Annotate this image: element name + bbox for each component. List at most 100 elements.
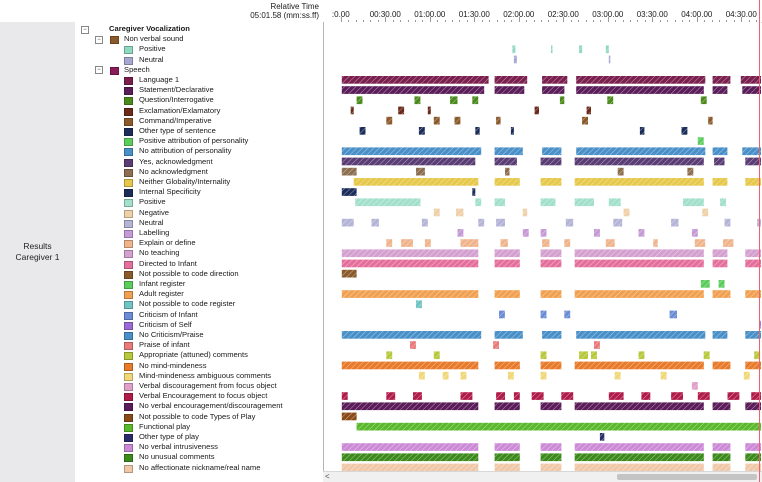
event-bar-texture [475, 127, 480, 135]
behavior-color-swatch [124, 301, 133, 310]
behavior-row[interactable]: No unusual comments [75, 452, 323, 463]
behavior-row[interactable]: Positive [75, 44, 323, 55]
behavior-row[interactable]: Appropriate (attuned) comments [75, 350, 323, 361]
event-bar-texture [531, 392, 544, 400]
event-bar-texture [694, 239, 706, 247]
behavior-row[interactable]: No teaching [75, 248, 323, 259]
event-bar-texture [418, 371, 425, 380]
behavior-row[interactable]: Verbal discouragement from focus object [75, 381, 323, 391]
behavior-row[interactable]: Statement/Declarative [75, 85, 323, 96]
ruler-tick [652, 17, 654, 22]
ruler-tick [363, 20, 365, 22]
behavior-row[interactable]: Positive [75, 197, 323, 208]
behavior-row[interactable]: Yes, acknowledgment [75, 157, 323, 167]
behavior-row[interactable]: No verbal intrusiveness [75, 442, 323, 453]
ruler-tick [355, 20, 357, 22]
event-bar-texture [494, 453, 520, 462]
behavior-color-swatch [124, 87, 133, 96]
behavior-row[interactable]: Question/Interrogative [75, 95, 323, 106]
behavior-row[interactable]: Not possible to code register [75, 299, 323, 310]
behavior-row[interactable]: Adult register [75, 289, 323, 300]
behavior-row[interactable]: Positive attribution of personality [75, 136, 323, 147]
behavior-color-swatch [124, 352, 133, 361]
event-bar-texture [582, 116, 588, 125]
ruler-tick [726, 20, 728, 22]
event-bar-texture [720, 198, 726, 207]
behavior-row[interactable]: Internal Specificity [75, 187, 323, 198]
scroll-thumb[interactable] [617, 474, 757, 480]
horizontal-scrollbar[interactable]: < [323, 471, 762, 482]
behavior-row[interactable]: − Caregiver Vocalization [75, 24, 323, 34]
ruler-tick [489, 20, 491, 22]
event-bar-texture [724, 218, 731, 227]
event-bar-texture [712, 178, 728, 186]
event-bar-texture [341, 290, 479, 298]
event-bar-texture [457, 229, 464, 237]
behavior-row[interactable]: − Speech [75, 65, 323, 75]
behavior-row[interactable]: Praise of infant [75, 340, 323, 351]
event-bar-texture [341, 167, 357, 176]
behavior-row[interactable]: Neutral [75, 218, 323, 228]
behavior-row[interactable]: No acknowledgment [75, 167, 323, 177]
collapse-toggle-icon[interactable]: − [95, 66, 103, 75]
event-bar-texture [745, 157, 761, 166]
behavior-row[interactable]: Neutral [75, 55, 323, 65]
event-bar-texture [494, 259, 520, 268]
event-bar-texture [341, 443, 479, 451]
tick-label: 02:00.00 [503, 10, 535, 19]
behavior-label: Neutral [139, 54, 164, 64]
behavior-row[interactable]: Language 1 [75, 75, 323, 85]
behavior-row[interactable]: No Criticism/Praise [75, 330, 323, 340]
behavior-row[interactable]: Directed to Infant [75, 259, 323, 269]
event-bar-texture [576, 147, 706, 156]
event-bar-texture [743, 371, 750, 380]
behavior-row[interactable]: Other type of play [75, 432, 323, 442]
behavior-row[interactable]: Neither Globality/Internality [75, 177, 323, 187]
behavior-row[interactable]: Command/Imperative [75, 116, 323, 126]
behavior-row[interactable]: Exclamation/Exlamatory [75, 106, 323, 116]
behavior-row[interactable]: − Non verbal sound [75, 34, 323, 45]
behavior-label: Positive [139, 197, 166, 207]
behavior-row[interactable]: Criticism of Self [75, 320, 323, 330]
behavior-row[interactable]: Criticism of Infant [75, 310, 323, 320]
event-bar-texture [608, 392, 624, 400]
behavior-row[interactable]: Mind-mindeness ambiguous comments [75, 371, 323, 381]
event-bar-texture [454, 116, 461, 125]
behavior-row[interactable]: Not possible to code direction [75, 269, 323, 279]
behavior-label: Praise of infant [139, 340, 190, 350]
behavior-color-swatch [124, 77, 133, 85]
behavior-row[interactable]: No affectionate nickname/real name [75, 463, 323, 473]
event-bar-texture [355, 198, 421, 207]
behavior-row[interactable]: Not possible to code Types of Play [75, 412, 323, 422]
behavior-row[interactable]: Labelling [75, 228, 323, 238]
collapse-toggle-icon[interactable]: − [81, 25, 89, 34]
ruler-tick [459, 20, 461, 22]
event-bar-texture [712, 463, 731, 471]
relative-time-label: Relative Time [270, 2, 319, 11]
time-ruler[interactable]: :0.00 00:30.00 01:00.00 01:30.00 02:00.00 02:… [323, 0, 762, 23]
event-bar-texture [433, 116, 440, 125]
behavior-row[interactable]: Verbal Encouragement to focus object [75, 391, 323, 402]
behavior-row[interactable]: No mind-mindeness [75, 361, 323, 371]
tick-label: 03:30.00 [636, 10, 668, 19]
event-bar-texture [576, 86, 704, 94]
behavior-row[interactable]: Other type of sentence [75, 126, 323, 136]
event-bar-texture [341, 86, 485, 94]
behavior-row[interactable]: Explain or define [75, 238, 323, 249]
ruler-tick [644, 20, 646, 22]
behavior-row[interactable]: No verbal encouragement/discouragement [75, 401, 323, 412]
behavior-row[interactable]: No attribution of personality [75, 146, 323, 157]
event-bar-texture [697, 392, 710, 400]
behavior-row[interactable]: Infant register [75, 279, 323, 289]
event-timeline[interactable] [323, 22, 761, 471]
behavior-color-swatch [124, 444, 133, 453]
behavior-row[interactable]: Negative [75, 208, 323, 218]
behavior-label: Mind-mindeness ambiguous comments [139, 370, 272, 380]
behavior-row[interactable]: Functional play [75, 422, 323, 432]
ruler-tick [696, 17, 698, 22]
event-bar-texture [494, 361, 520, 370]
playhead-line[interactable] [759, 0, 760, 482]
collapse-toggle-icon[interactable]: − [95, 35, 103, 44]
scroll-left-arrow-icon[interactable]: < [325, 472, 330, 481]
